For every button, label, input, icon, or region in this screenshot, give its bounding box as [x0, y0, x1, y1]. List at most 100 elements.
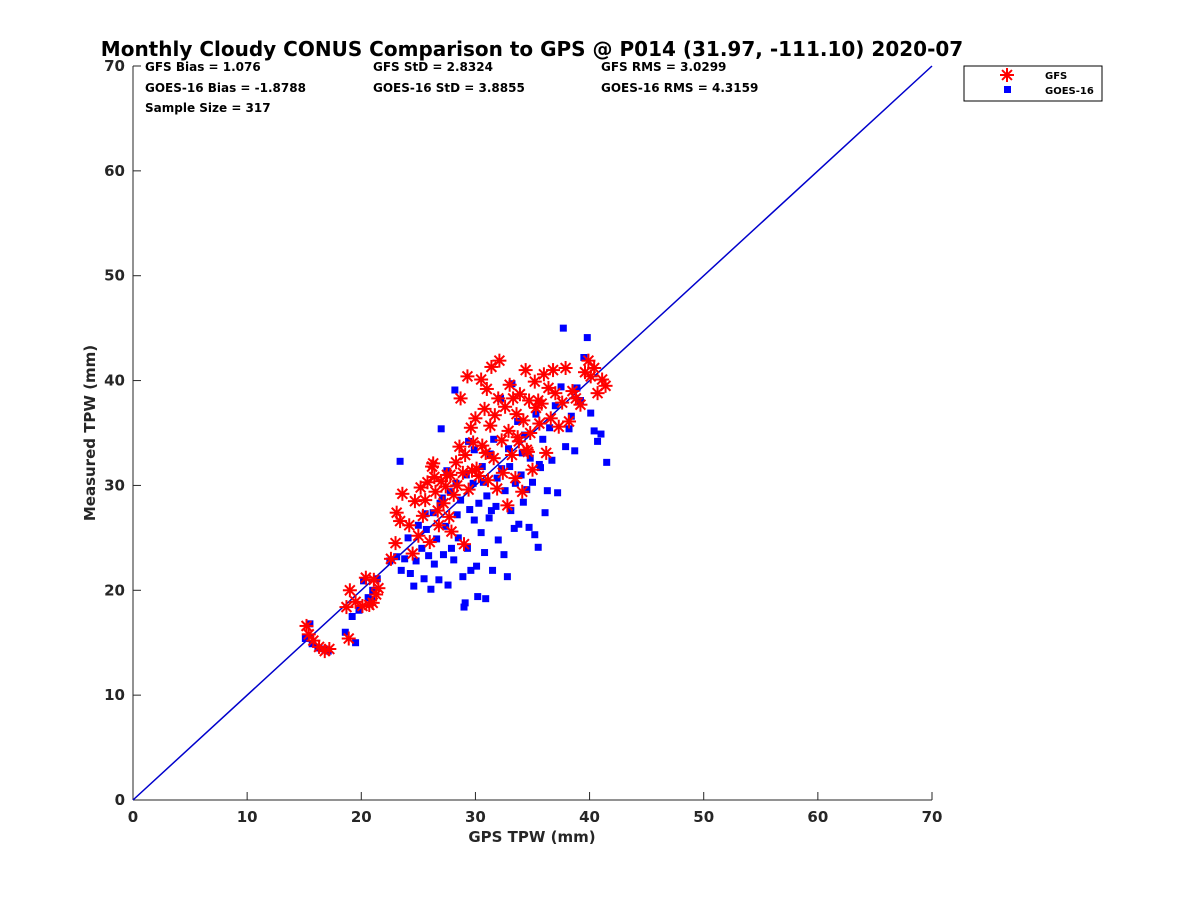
gfs-point	[411, 528, 426, 543]
gfs-point	[527, 374, 542, 389]
goes16-point	[418, 544, 426, 552]
goes16-point	[503, 573, 511, 581]
goes16-point	[341, 628, 349, 636]
goes16-point	[526, 454, 534, 462]
legend-gfs-label: GFS	[1045, 71, 1067, 82]
statistics-block: GFS Bias = 1.076 GFS StD = 2.8324 GFS RM…	[145, 60, 758, 115]
y-tick-label: 60	[104, 162, 125, 180]
goes16-point	[500, 551, 508, 559]
goes16-point	[481, 549, 489, 557]
gfs-point	[539, 445, 554, 460]
gfs-point	[508, 471, 523, 486]
goes16-point	[414, 521, 422, 529]
goes16-point	[557, 383, 565, 391]
gfs-point	[551, 419, 566, 434]
goes16-point	[489, 566, 497, 574]
gfs-point	[460, 369, 475, 384]
gfs-point	[558, 360, 573, 375]
gfs-point	[506, 391, 521, 406]
gfs-point	[444, 524, 459, 539]
goes16-point	[559, 324, 567, 332]
x-tick-label: 0	[128, 808, 138, 826]
goes16-point	[510, 524, 518, 532]
goes16-point	[505, 445, 513, 453]
goes16-point	[461, 599, 469, 607]
gfs-point	[436, 496, 451, 511]
chart-title: Monthly Cloudy CONUS Comparison to GPS @…	[101, 37, 963, 61]
gfs-point	[562, 414, 577, 429]
goes16-bias-stat: GOES-16 Bias = -1.8788	[145, 81, 306, 95]
goes16-point	[425, 552, 433, 560]
goes16-point	[435, 576, 443, 584]
goes16-point	[410, 582, 418, 590]
goes16-point	[494, 536, 502, 544]
x-tick-label: 60	[807, 808, 828, 826]
goes16-point	[473, 562, 481, 570]
gfs-point	[322, 642, 337, 657]
gfs-point	[520, 444, 535, 459]
x-tick-label: 20	[351, 808, 372, 826]
gfs-point	[477, 401, 492, 416]
gfs-point	[500, 498, 515, 513]
goes16-point	[571, 447, 579, 455]
gfs-point	[494, 433, 509, 448]
goes16-point	[546, 424, 554, 432]
goes16-point	[562, 443, 570, 451]
goes16-point	[483, 492, 491, 500]
gfs-point	[463, 420, 478, 435]
goes16-point	[393, 553, 401, 561]
gfs-point	[438, 479, 453, 494]
goes16-point	[401, 555, 409, 563]
goes16-point	[444, 581, 452, 589]
goes16-point	[554, 489, 562, 497]
gfs-std-stat: GFS StD = 2.8324	[373, 60, 493, 74]
goes16-point	[460, 603, 468, 611]
goes16-point	[404, 534, 412, 542]
gfs-point	[431, 518, 446, 533]
gfs-point	[452, 439, 467, 454]
goes16-point	[485, 514, 493, 522]
legend-gfs-asterisk	[1000, 68, 1014, 82]
x-tick-label: 30	[465, 808, 486, 826]
gfs-rms-stat: GFS RMS = 3.0299	[601, 60, 726, 74]
gfs-point	[468, 411, 483, 426]
gfs-point	[515, 484, 530, 499]
goes16-point	[373, 575, 381, 583]
gfs-point	[504, 448, 519, 463]
goes16-point	[580, 354, 588, 362]
goes16-point	[451, 386, 459, 394]
goes16-point	[492, 502, 500, 510]
goes16-point	[478, 463, 486, 471]
goes16-point	[439, 551, 447, 559]
gfs-point	[341, 631, 356, 646]
goes16-point	[517, 471, 525, 479]
goes16-point	[474, 593, 482, 601]
goes16-point	[420, 575, 428, 583]
y-tick-label: 20	[104, 581, 125, 599]
goes16-point	[548, 456, 556, 464]
gfs-point	[487, 408, 502, 423]
gfs-point	[483, 418, 498, 433]
y-tick-label: 50	[104, 267, 125, 285]
gfs-point	[548, 386, 563, 401]
goes16-point	[590, 427, 598, 435]
goes16-point	[603, 458, 611, 466]
gfs-point	[502, 377, 517, 392]
plot-area	[132, 66, 932, 801]
goes16-rms-stat: GOES-16 RMS = 4.3159	[601, 81, 758, 95]
goes16-point	[477, 529, 485, 537]
goes16-point	[438, 494, 446, 502]
gfs-point	[510, 430, 525, 445]
goes16-point	[498, 465, 506, 473]
goes16-point	[447, 544, 455, 552]
gfs-point	[449, 455, 464, 470]
gfs-point	[465, 463, 480, 478]
goes16-point	[501, 487, 509, 495]
goes16-point	[466, 506, 474, 514]
gfs-point	[395, 486, 410, 501]
goes16-point	[352, 639, 360, 647]
goes16-point	[523, 486, 531, 494]
goes16-point	[567, 412, 575, 420]
goes16-point	[308, 640, 316, 648]
goes16-std-stat: GOES-16 StD = 3.8855	[373, 81, 525, 95]
